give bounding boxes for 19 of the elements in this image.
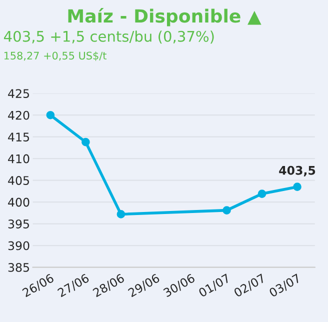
point (82, 138, 90, 146)
point (222, 206, 231, 214)
y-tick-label: 415 (8, 132, 29, 142)
point (46, 110, 55, 120)
data-label: 403,5 (279, 166, 316, 176)
y-tick-label: 395 (8, 220, 29, 228)
y-tick-label: 420 (8, 110, 30, 120)
point (293, 182, 302, 192)
text: 158,27 +0,55 US$/t (4, 52, 106, 61)
y-tick-label: 400 (8, 198, 30, 207)
point (116, 210, 126, 218)
chart-subtitle: 403,5 +1,5 cents/bu (0,37%) (4, 30, 214, 44)
y-tick-label: 390 (8, 241, 30, 250)
y-tick-label: 425 (8, 89, 29, 98)
point (258, 190, 266, 198)
y-tick-label: 405 (8, 176, 29, 185)
y-tick-label: 410 (8, 154, 30, 164)
chart-title: Maíz - Disponible ▲ (68, 8, 262, 26)
y-tick-label: 385 (8, 262, 29, 272)
